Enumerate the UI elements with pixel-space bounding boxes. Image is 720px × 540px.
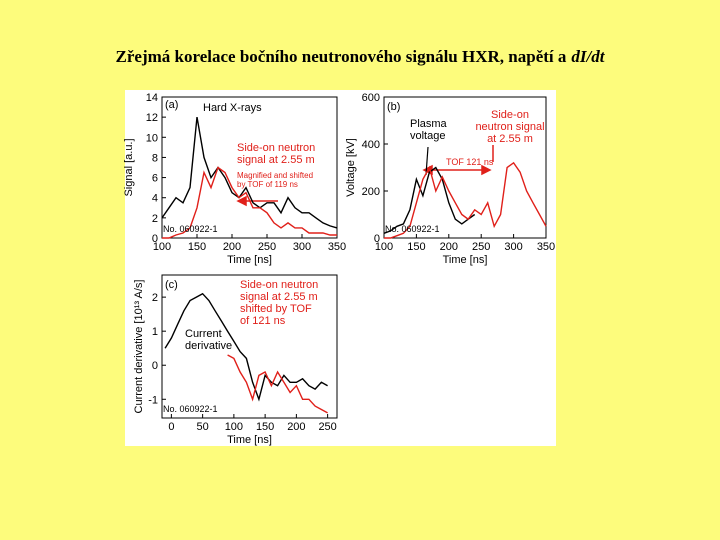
x-tick-label: 250 — [472, 241, 490, 253]
annotation: No. 060922-1 — [163, 404, 218, 414]
x-tick-label: 150 — [188, 241, 206, 253]
x-tick-label: 200 — [223, 241, 241, 253]
y-tick-label: 8 — [152, 152, 158, 164]
y-tick-label: 1 — [152, 326, 158, 338]
x-axis-label: Time [ns] — [443, 254, 488, 266]
x-tick-label: 100 — [225, 421, 243, 433]
annotation: No. 060922-1 — [163, 224, 218, 234]
annotation: at 2.55 m — [487, 133, 533, 145]
title-emphasis: dI/dt — [571, 47, 605, 66]
y-axis-label: Voltage [kV] — [345, 138, 357, 197]
y-tick-label: 600 — [362, 92, 380, 104]
x-axis-label: Time [ns] — [227, 434, 272, 446]
x-tick-label: 250 — [258, 241, 276, 253]
y-tick-label: 0 — [152, 233, 158, 245]
y-tick-label: -1 — [148, 394, 158, 406]
x-tick-label: 150 — [407, 241, 425, 253]
y-tick-label: 4 — [152, 193, 158, 205]
x-tick-label: 350 — [328, 241, 346, 253]
annotation: TOF 121 ns — [446, 157, 494, 167]
annotation: (b) — [387, 101, 400, 113]
x-tick-label: 250 — [318, 421, 336, 433]
series-line — [227, 354, 328, 414]
x-tick-label: 100 — [153, 241, 171, 253]
annotation: of 121 ns — [240, 315, 286, 327]
x-axis-label: Time [ns] — [227, 254, 272, 266]
y-tick-label: 400 — [362, 139, 380, 151]
y-tick-label: 12 — [146, 112, 158, 124]
y-axis-label: Signal [a.u.] — [123, 138, 135, 196]
annotation: No. 060922-1 — [385, 224, 440, 234]
y-tick-label: 2 — [152, 292, 158, 304]
annotation: signal at 2.55 m — [240, 291, 318, 303]
annotation: (a) — [165, 99, 178, 111]
annotation: shifted by TOF — [240, 303, 312, 315]
annotation: derivative — [185, 340, 232, 352]
series-line — [383, 166, 476, 234]
y-tick-label: 0 — [152, 360, 158, 372]
annotation: Hard X-rays — [203, 102, 262, 114]
arrows-black — [425, 146, 429, 176]
y-tick-label: 14 — [146, 92, 158, 104]
x-tick-label: 200 — [440, 241, 458, 253]
x-tick-label: 300 — [293, 241, 311, 253]
annotation: signal at 2.55 m — [237, 154, 315, 166]
series-line — [162, 166, 337, 239]
annotation: Side-on neutron — [240, 279, 318, 291]
annotation: Magnified and shifted — [237, 171, 313, 180]
y-tick-label: 2 — [152, 213, 158, 225]
annotation: Plasma — [410, 118, 448, 130]
annotation: Side-on neutron — [237, 142, 315, 154]
y-tick-label: 0 — [374, 233, 380, 245]
annotation: (c) — [165, 279, 178, 291]
x-tick-label: 150 — [256, 421, 274, 433]
x-tick-label: 100 — [375, 241, 393, 253]
series-line — [161, 116, 338, 229]
annotation: Current — [185, 328, 222, 340]
annotation: by TOF of 119 ns — [237, 180, 298, 189]
y-tick-label: 200 — [362, 186, 380, 198]
y-tick-label: 6 — [152, 173, 158, 185]
x-tick-label: 350 — [537, 241, 555, 253]
annotation: voltage — [410, 130, 445, 142]
plot-frame — [383, 96, 547, 239]
annotation: neutron signal — [475, 121, 544, 133]
x-tick-label: 0 — [168, 421, 174, 433]
x-tick-label: 300 — [504, 241, 522, 253]
plot-frame — [161, 274, 338, 419]
slide-title: Zřejmá korelace bočního neutronového sig… — [116, 47, 606, 66]
y-axis-label: Current derivative [10¹³ A/s] — [133, 280, 145, 414]
series-line — [164, 292, 328, 402]
plot-frame — [161, 96, 338, 239]
x-tick-label: 200 — [287, 421, 305, 433]
series-line — [384, 161, 547, 239]
annotation: Side-on — [491, 109, 529, 121]
figure-area — [125, 90, 556, 446]
x-tick-label: 50 — [197, 421, 209, 433]
y-tick-label: 10 — [146, 132, 158, 144]
title-text: Zřejmá korelace bočního neutronového sig… — [116, 47, 567, 66]
